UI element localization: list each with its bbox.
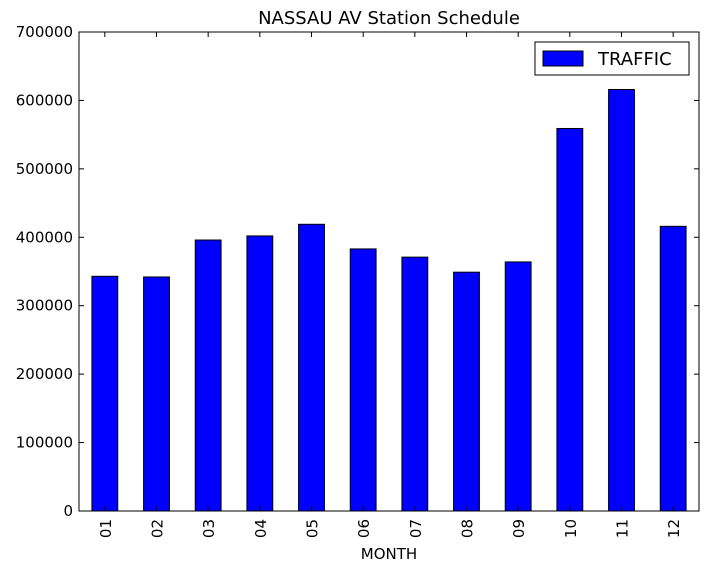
x-tick-label-01: 01 [97, 519, 115, 538]
x-tick-label-10: 10 [562, 519, 580, 538]
y-axis: 0 100000 200000 300000 400000 500000 600000 700… [16, 23, 699, 520]
x-tick-label-11: 11 [614, 519, 632, 538]
y-tick-label-2: 200000 [16, 365, 73, 383]
x-axis: 01 02 03 04 05 06 07 08 09 10 11 12 [97, 32, 683, 538]
plot-frame [78, 31, 700, 512]
bar-01 [91, 275, 119, 512]
y-tick-label-1: 100000 [16, 434, 73, 452]
bar-07 [401, 256, 429, 512]
bar-09 [504, 261, 532, 512]
bar-06 [349, 248, 377, 512]
x-tick-label-12: 12 [665, 519, 683, 538]
bar-10 [556, 127, 584, 512]
x-tick-label-09: 09 [510, 519, 528, 538]
y-tick-label-4: 400000 [16, 228, 73, 246]
x-tick-label-07: 07 [407, 519, 425, 538]
y-tick-label-5: 500000 [16, 160, 73, 178]
y-tick-label-7: 700000 [16, 23, 73, 41]
y-tick-label-3: 300000 [16, 297, 73, 315]
x-tick-label-04: 04 [252, 519, 270, 538]
bar-04 [246, 235, 274, 512]
legend-swatch-traffic [542, 50, 584, 67]
x-tick-label-03: 03 [200, 519, 218, 538]
y-tick-label-6: 600000 [16, 91, 73, 109]
legend-box [534, 41, 690, 76]
legend: TRAFFIC [534, 41, 690, 76]
x-tick-label-05: 05 [304, 519, 322, 538]
bar-11 [608, 88, 635, 512]
x-axis-label: MONTH [361, 545, 417, 563]
bar-05 [298, 223, 325, 512]
bar-08 [453, 271, 480, 512]
chart-title: NASSAU AV Station Schedule [258, 8, 520, 29]
x-tick-label-06: 06 [355, 519, 373, 538]
legend-label-traffic: TRAFFIC [597, 49, 672, 70]
bar-03 [194, 239, 222, 512]
y-tick-label-0: 0 [63, 502, 73, 520]
bar-12 [659, 225, 687, 512]
bar-02 [143, 276, 170, 512]
x-tick-label-02: 02 [149, 519, 167, 538]
x-tick-label-08: 08 [459, 519, 477, 538]
bars-layer [91, 88, 687, 512]
